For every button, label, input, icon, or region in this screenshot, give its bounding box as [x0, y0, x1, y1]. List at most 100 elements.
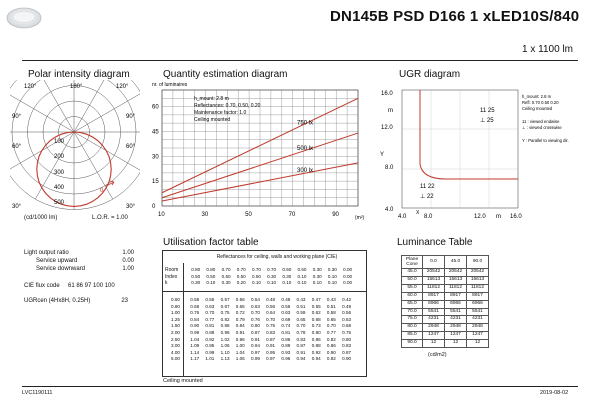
quantity-info-line: Maintenance factor: 1.0: [194, 110, 246, 116]
util-data-cell: 0.43: [326, 297, 336, 302]
util-data-cell: 0.70: [296, 323, 306, 329]
ugr-legend-line: ⊥ : viewed crosswise: [522, 125, 562, 130]
util-refl-cell: 0.10: [206, 280, 216, 286]
luminance-cell: 20542: [466, 268, 489, 277]
util-data-cell: 0.86: [281, 336, 291, 342]
util-data-cell: 0.84: [190, 316, 200, 322]
lumen-text: 1 x 1100 lm: [522, 44, 573, 55]
ugr-legend-line: Refl: 0.70 0.50 0.20: [522, 100, 559, 105]
luminance-cell: 5541: [444, 307, 467, 317]
util-data-cell: 1.10: [220, 349, 230, 355]
quantity-info-line: h_mount: 2.8 m: [194, 96, 229, 102]
luminance-cell: 75.0: [401, 315, 423, 325]
polar-spoke: [73, 131, 113, 200]
luminance-cell: 6966: [466, 299, 489, 309]
util-data-cell: 0.86: [326, 343, 336, 349]
util-data-cell: 0.81: [205, 323, 215, 329]
quantity-series-line: [161, 97, 359, 194]
polar-spoke: [73, 93, 140, 133]
util-refl-cell: 0.30: [312, 267, 322, 272]
quantity-y-axis-label: nr. of luminaires: [152, 82, 188, 88]
luminance-table: Plane Cone 0.0 45.0 90.0 45.0 20542 20542 20542…: [401, 255, 489, 349]
util-data-cell: 0.83: [266, 329, 276, 335]
luminance-cell: 90.0: [401, 339, 423, 349]
util-data-cell: 1.13: [220, 356, 230, 362]
util-room-label-line: Index: [165, 273, 178, 280]
util-data-cell: 0.58: [326, 310, 336, 316]
util-data-cell: 0.56: [266, 303, 276, 309]
polar-ring-label-500: 500: [54, 200, 65, 206]
util-data-cell: 0.94: [250, 343, 260, 349]
util-data-cell: 0.78: [296, 329, 306, 335]
util-data-cell: 0.77: [326, 329, 336, 335]
util-data-cell: 1.09: [190, 343, 200, 349]
polar-ring-label-400: 400: [54, 185, 65, 191]
util-data-cell: 0.72: [235, 310, 245, 316]
ugr-legend-line: Y : Parallel to viewing dir.: [522, 138, 569, 143]
util-data-cell: 0.99: [190, 329, 200, 335]
util-refl-cell: 0.70: [251, 267, 261, 272]
util-refl-row: 0.50 0.50 0.50 0.50 0.50 0.30 0.30 0.10 0.30 0.10…: [186, 274, 353, 281]
luminance-cell: 12: [444, 339, 467, 349]
util-refl-cell: 0.70: [267, 267, 277, 272]
info-value-ugr: 23: [121, 298, 128, 304]
util-room-label-line: Room: [165, 267, 179, 273]
polar-spoke: [73, 131, 140, 171]
quantity-series-label: 500 lx: [297, 146, 313, 152]
luminance-header-cell: Plane Cone: [401, 255, 423, 269]
util-data-cell: 0.65: [326, 316, 336, 322]
luminance-cell: 20542: [444, 268, 467, 277]
util-data-cell: 1.04: [235, 349, 245, 355]
util-header-text: Reflectances for ceiling, walls and work…: [216, 254, 338, 260]
util-data-cell: 0.82: [326, 336, 336, 342]
util-data-cell: 1.14: [190, 349, 200, 355]
util-data-cell: 0.97: [250, 349, 260, 355]
util-refl-cell: 0.50: [191, 273, 201, 279]
quantity-y-tick: 30: [152, 154, 159, 160]
ugr-y-tick-8: 8.0: [385, 165, 394, 171]
util-room-index-cell: 1.00: [171, 310, 180, 316]
ugr-x-tick: 12.0: [474, 214, 486, 220]
util-room-index-cell: 3.00: [171, 343, 180, 349]
luminance-row: 45.0 20542 20542 20542: [401, 268, 489, 277]
util-data-cell: 1.00: [235, 343, 245, 349]
quantity-x-tick: 90: [332, 212, 339, 218]
polar-unit-text: (cd/1000 lm): [24, 215, 58, 221]
polar-spoke: [73, 80, 105, 133]
luminance-row: 80.0 2948 2948 2948: [401, 323, 489, 333]
ugr-zone-top-line: ⊥ 25: [480, 117, 494, 124]
util-data-cell: 0.97: [266, 356, 276, 362]
util-refl-cell: 0.70: [236, 267, 246, 272]
luminance-cell: 1247: [444, 331, 467, 341]
polar-spoke: [10, 94, 75, 133]
util-data-cell: 0.90: [190, 323, 200, 329]
ugr-y-tick-16: 16.0: [381, 91, 393, 97]
util-room-index-cell: 4.00: [171, 349, 180, 355]
util-table-frame: Reflectances for ceiling, walls and work…: [162, 250, 367, 377]
util-refl-cell: 0.50: [236, 273, 246, 279]
luminance-cell: 8917: [466, 291, 489, 301]
util-data-cell: 0.74: [281, 323, 291, 329]
header-divider: [22, 60, 578, 61]
luminance-cell: 15613: [422, 275, 445, 285]
util-room-index-cell: 2.00: [171, 329, 180, 335]
quantity-y-tick: 60: [152, 105, 159, 111]
luminance-cell: 20542: [422, 268, 445, 277]
util-data-row: 2.50 1.04 0.92 1.02 0.96 0.91 0.87 0.86 0.83 0.85…: [165, 337, 352, 344]
luminance-cell: 45.0: [401, 268, 423, 277]
util-room-label: Room Index k: [165, 267, 178, 287]
util-footer: Ceiling mounted: [163, 378, 203, 384]
util-data-cell: 1.17: [190, 356, 200, 362]
luminance-cell: 8917: [422, 291, 445, 301]
util-data-cell: 0.75: [266, 323, 276, 329]
util-refl-cell: 0.30: [267, 273, 277, 279]
util-data-row: 3.00 1.09 0.95 1.06 1.00 0.94 0.91 0.89 0.87 0.88…: [165, 343, 352, 350]
util-data-cell: 0.88: [311, 343, 321, 349]
quantity-series-line: [161, 132, 359, 199]
util-data-cell: 0.67: [220, 303, 230, 309]
util-data-cell: 0.91: [235, 329, 245, 335]
util-data-cell: 0.80: [342, 336, 352, 342]
util-data-cell: 0.91: [266, 343, 276, 349]
util-data-cell: 0.83: [342, 343, 352, 349]
util-data-cell: 0.95: [266, 349, 276, 355]
